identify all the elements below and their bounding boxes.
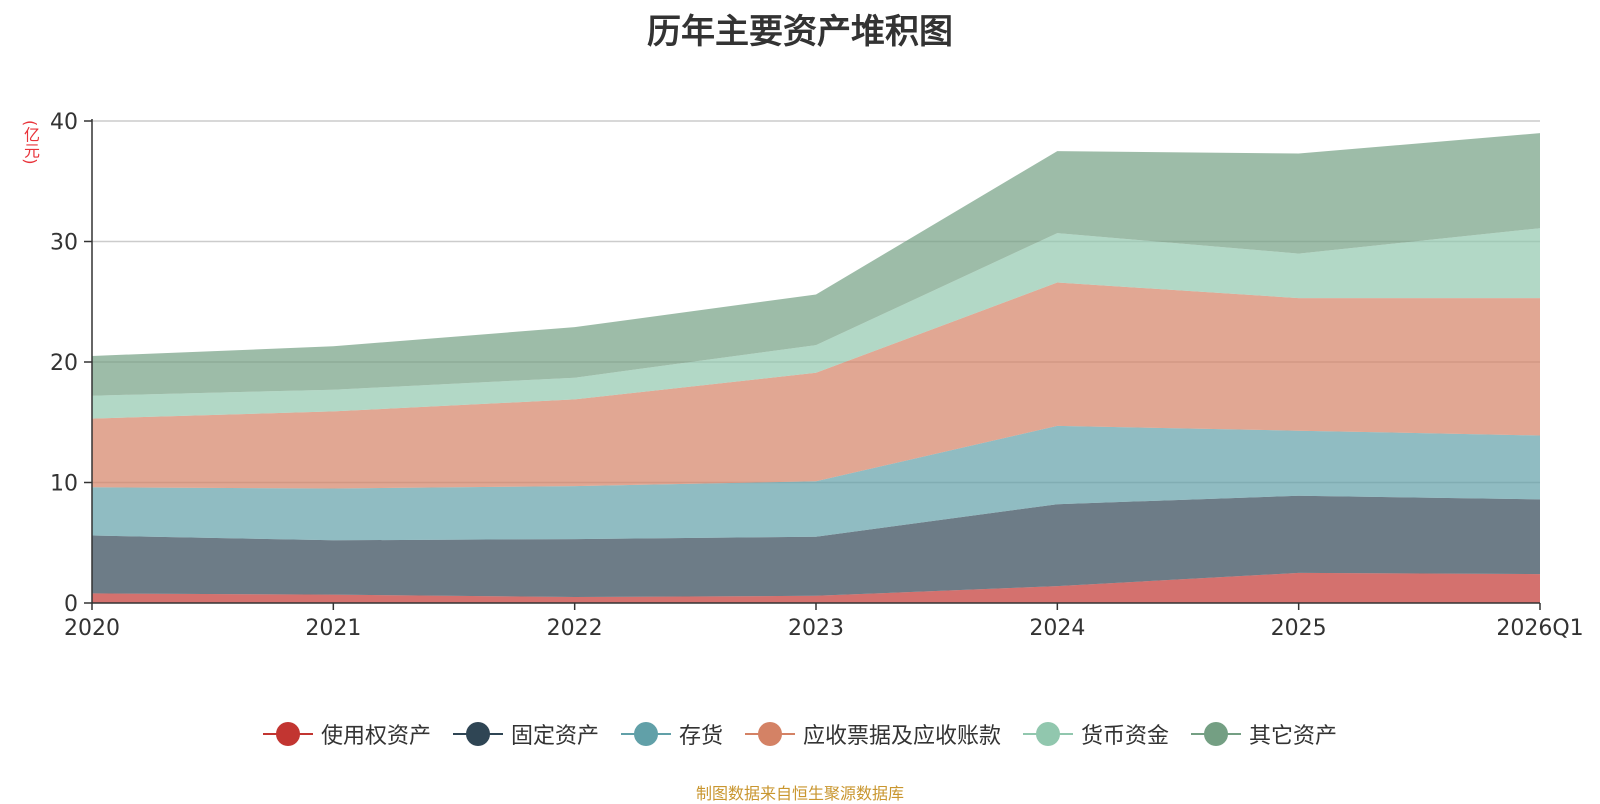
y-tick-label: 10: [50, 472, 78, 497]
legend-item[interactable]: 使用权资产: [262, 718, 431, 750]
legend-marker-icon: [1191, 722, 1242, 746]
y-tick-label: 40: [50, 110, 78, 135]
area-其它资产: [92, 133, 1540, 396]
x-tick-label: 2021: [305, 616, 361, 641]
axes: 0 10 20 30 40 2020 2021 2022 2023 2024 2025 2026Q1: [50, 110, 1584, 641]
legend-item[interactable]: 应收票据及应收账款: [745, 718, 1001, 750]
area-使用权资产: [92, 572, 1540, 603]
legend-label: 存货: [678, 724, 723, 749]
legend-marker-icon: [745, 722, 795, 746]
data-source-note: 制图数据来自恒生聚源数据库: [695, 784, 904, 803]
y-axis-unit-label: (亿元): [21, 120, 40, 165]
area-应收票据及应收账款: [92, 282, 1540, 489]
area-货币资金: [92, 228, 1540, 419]
x-tick-label: 2022: [547, 616, 603, 641]
legend-marker-icon: [452, 722, 503, 746]
area-固定资产: [92, 495, 1540, 597]
x-tick-label: 2026Q1: [1496, 616, 1583, 641]
area-series: [92, 133, 1540, 603]
legend-label: 货币资金: [1081, 724, 1170, 749]
x-tick-label: 2023: [788, 616, 844, 641]
legend-marker-icon: [620, 722, 671, 746]
legend-item[interactable]: 货币资金: [1023, 718, 1169, 750]
legend-item[interactable]: 存货: [620, 718, 723, 750]
x-tick-label: 2024: [1029, 616, 1085, 641]
legend-label: 使用权资产: [320, 724, 431, 749]
y-tick-label: 20: [50, 351, 78, 376]
legend-marker-icon: [262, 722, 313, 746]
y-tick-label: 30: [50, 231, 78, 256]
legend-label: 应收票据及应收账款: [803, 724, 1002, 749]
legend-label: 其它资产: [1249, 724, 1338, 749]
x-tick-label: 2025: [1271, 616, 1327, 641]
legend-label: 固定资产: [510, 724, 599, 749]
x-tick-label: 2020: [64, 616, 120, 641]
legend-item[interactable]: 固定资产: [452, 718, 599, 750]
y-tick-label: 0: [64, 592, 78, 617]
chart-title: 历年主要资产堆积图: [647, 12, 953, 52]
legend: 使用权资产 固定资产 存货 应收票据及应收账款 货币资金 其它资产: [0, 718, 1600, 750]
legend-marker-icon: [1023, 722, 1074, 746]
legend-item[interactable]: 其它资产: [1191, 718, 1337, 750]
area-存货: [92, 425, 1540, 541]
